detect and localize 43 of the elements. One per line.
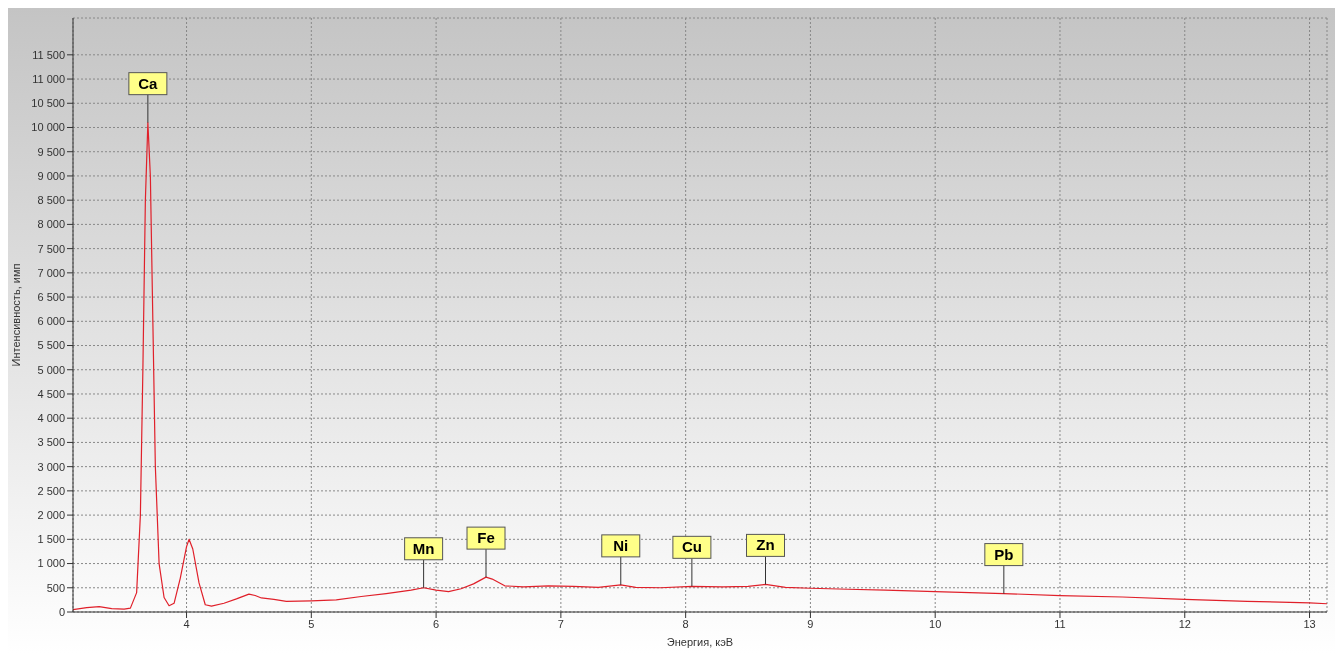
y-tick-label: 10 000 <box>31 121 65 134</box>
annotation: Fe <box>477 529 495 547</box>
annotation: Pb <box>994 545 1014 563</box>
x-tick-label: 8 <box>682 617 689 630</box>
x-tick-label: 12 <box>1178 617 1191 630</box>
y-tick-label: 11 500 <box>32 48 65 61</box>
y-tick-label: 2 000 <box>37 509 65 521</box>
x-tick-label: 5 <box>308 617 315 630</box>
y-tick-label: 9 000 <box>37 169 65 182</box>
y-tick-label: 3 500 <box>37 436 65 449</box>
y-tick-label: 2 500 <box>37 484 65 497</box>
x-tick-label: 7 <box>557 617 564 630</box>
y-tick-label: 9 500 <box>37 145 65 158</box>
annotation: Ni <box>613 536 629 554</box>
x-tick-label: 9 <box>807 617 814 630</box>
y-tick-label: 5 500 <box>37 339 65 352</box>
y-tick-label: 11 000 <box>32 72 65 85</box>
y-tick-label: 6 500 <box>37 290 65 303</box>
y-tick-label: 8 500 <box>37 194 65 207</box>
y-tick-label: 1 000 <box>37 557 65 570</box>
x-tick-label: 13 <box>1303 617 1316 630</box>
y-tick-label: 1 500 <box>37 533 65 546</box>
x-tick-label: 6 <box>433 617 440 630</box>
x-tick-label: 10 <box>929 617 942 630</box>
x-tick-label: 4 <box>183 617 190 630</box>
y-tick-label: 7 000 <box>37 266 65 279</box>
y-axis-title: Интенсивность, имп <box>9 263 22 367</box>
y-tick-label: 4 000 <box>37 412 65 425</box>
annotation: Ca <box>138 74 159 92</box>
annotation: Zn <box>756 536 775 554</box>
y-tick-label: 5 000 <box>37 363 65 376</box>
y-tick-label: 0 <box>58 605 65 618</box>
y-tick-label: 500 <box>46 581 65 594</box>
x-axis-title: Энергия, кэВ <box>666 636 734 648</box>
y-tick-label: 4 500 <box>37 387 65 400</box>
y-tick-label: 3 000 <box>37 460 65 473</box>
y-tick-label: 8 000 <box>37 218 65 231</box>
y-tick-label: 10 500 <box>31 97 65 110</box>
annotation: Mn <box>412 539 435 557</box>
annotation: Cu <box>681 538 702 556</box>
y-tick-label: 6 000 <box>37 315 65 328</box>
y-tick-label: 7 500 <box>37 242 65 255</box>
x-tick-label: 11 <box>1054 617 1066 630</box>
